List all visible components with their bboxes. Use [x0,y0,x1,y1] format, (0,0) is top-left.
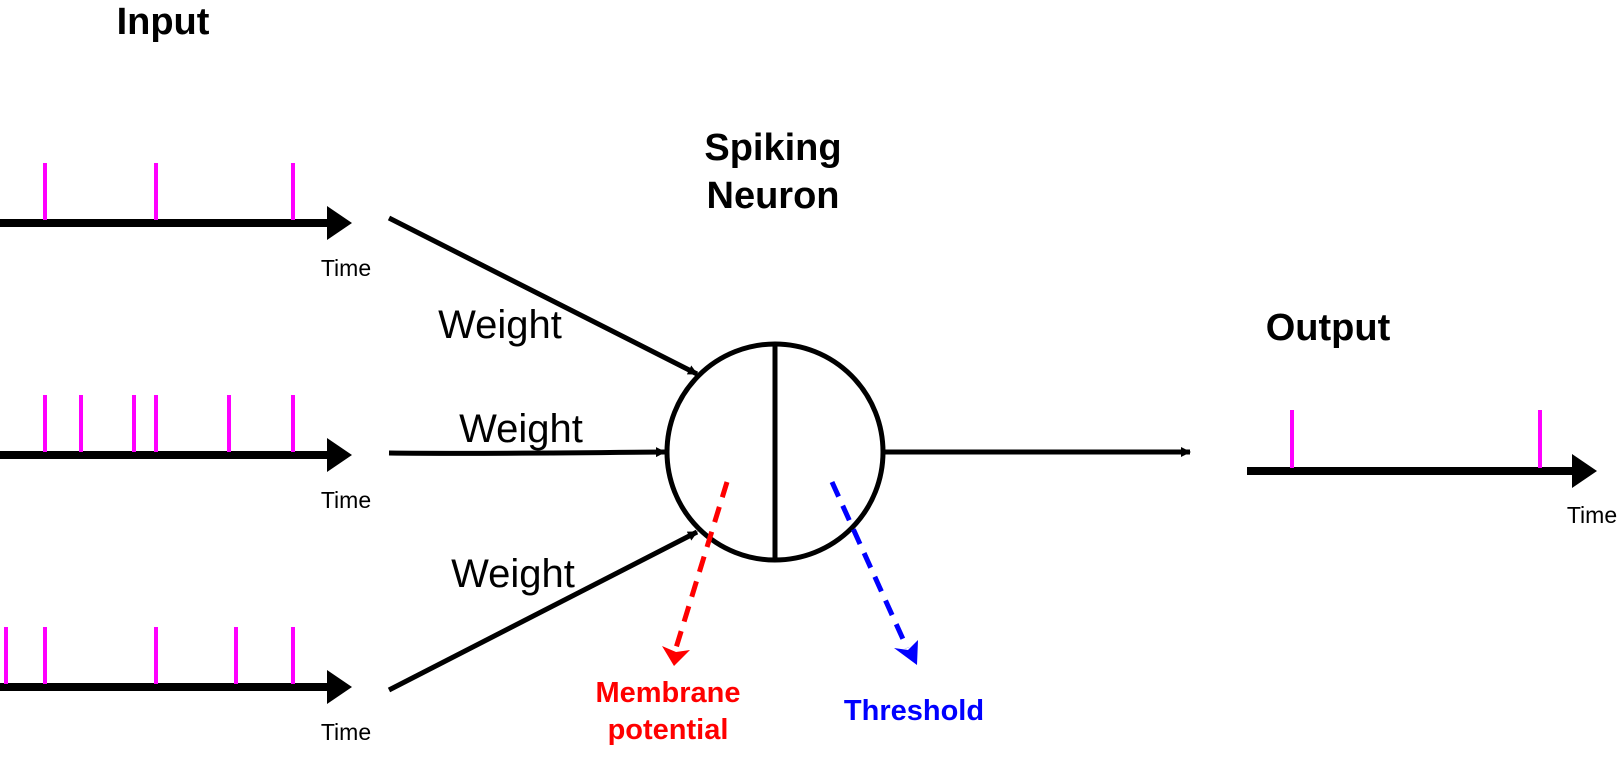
input-spike-train-2: Time [0,395,371,513]
neuron-title-line1: Spiking [704,127,841,169]
output-spike-train: Time [1247,410,1617,528]
input-spike-train-3: Time [0,627,371,745]
threshold-label: Threshold [844,695,984,727]
threshold-arrowhead [894,640,918,665]
time-axis-arrowhead [327,438,352,472]
membrane-potential-annotation: Membrane potential [595,481,741,746]
weighted-connection-middle: Weight [388,407,666,458]
weight-label: Weight [459,407,583,451]
time-label: Time [321,487,371,513]
weight-label: Weight [451,552,575,596]
time-axis-arrowhead [1572,454,1597,488]
input-spike-train-1: Time [0,163,371,281]
connection-arrow [387,529,699,693]
input-title: Input [117,1,210,43]
time-label: Time [1567,502,1617,528]
threshold-dashed-arrow [829,480,910,650]
output-title: Output [1266,307,1391,349]
neuron-title-line2: Neuron [707,175,840,217]
time-axis-arrowhead [327,206,352,240]
time-axis-arrowhead [327,670,352,704]
weighted-connection-bottom: Weight [387,529,699,693]
membrane-label-line1: Membrane [595,677,740,709]
connection-arrow [387,215,699,377]
weight-label: Weight [438,303,562,347]
connection-arrow [388,447,666,458]
spiking-neuron [664,341,886,563]
membrane-label-line2: potential [608,714,729,746]
membrane-arrowhead [662,646,690,666]
time-label: Time [321,255,371,281]
membrane-dashed-arrow [673,481,730,649]
weighted-connection-top: Weight [387,215,699,377]
time-label: Time [321,719,371,745]
threshold-annotation: Threshold [829,480,984,727]
